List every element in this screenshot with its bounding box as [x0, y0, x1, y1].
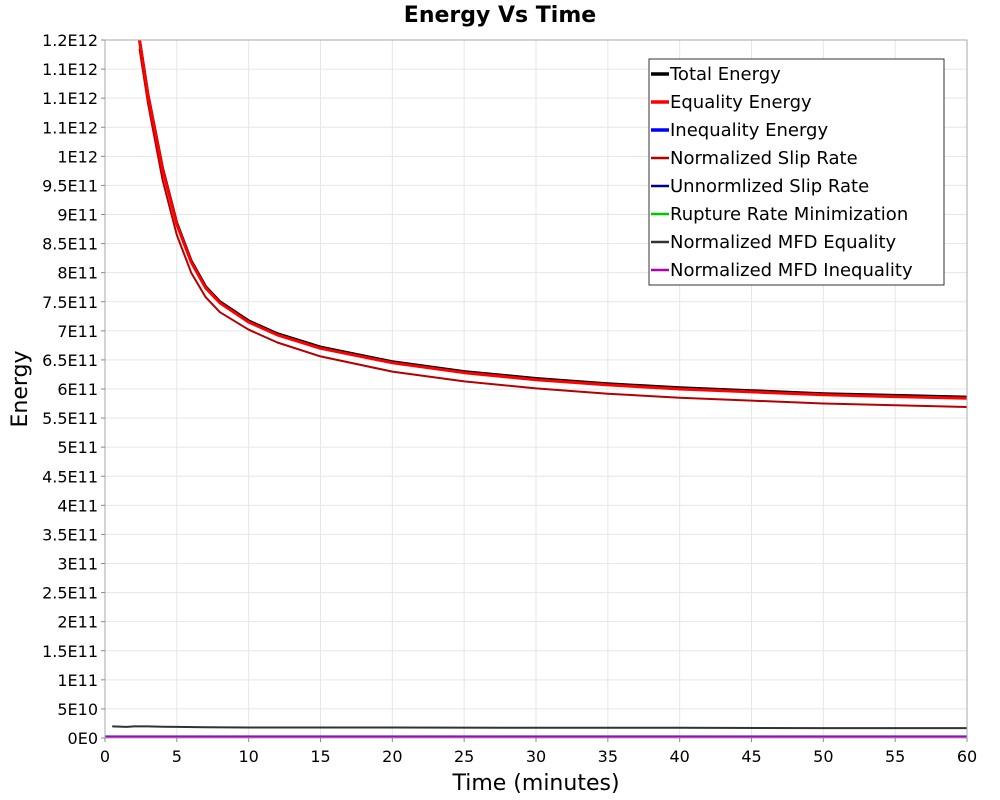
legend-box: [648, 58, 945, 286]
x-tick-label: 40: [669, 747, 689, 766]
y-tick-label: 7E11: [57, 322, 98, 341]
x-tick-label: 35: [598, 747, 618, 766]
x-tick-label: 55: [885, 747, 905, 766]
y-tick-label: 5E11: [57, 438, 98, 457]
y-tick-label: 7.5E11: [42, 293, 98, 312]
y-tick-label: 1.1E12: [42, 118, 98, 137]
chart-title: Energy Vs Time: [404, 3, 596, 28]
y-tick-label: 4E11: [57, 496, 98, 515]
y-tick-label: 4.5E11: [42, 467, 98, 486]
y-tick-label: 0E0: [68, 729, 98, 748]
legend-label: Rupture Rate Minimization: [670, 204, 908, 225]
y-tick-label: 5E10: [57, 700, 98, 719]
legend-label: Normalized MFD Equality: [670, 232, 897, 253]
legend-label: Total Energy: [669, 64, 781, 85]
x-tick-label: 30: [526, 747, 546, 766]
y-tick-label: 9E11: [57, 206, 98, 225]
y-axis: 0E0 5E10 1E11 1.5E11 2E11 2.5E11 3E11 3.5E11 4E1…: [42, 31, 105, 748]
x-tick-label: 20: [382, 747, 402, 766]
y-tick-label: 8E11: [57, 264, 98, 283]
y-tick-label: 9.5E11: [42, 176, 98, 195]
y-tick-label: 6.5E11: [42, 351, 98, 370]
x-tick-label: 5: [172, 747, 182, 766]
y-tick-label: 2E11: [57, 613, 98, 632]
y-tick-label: 1E11: [57, 671, 98, 690]
series-line: [138, 48, 967, 408]
y-tick-label: 5.5E11: [42, 409, 98, 428]
series-line: [138, 40, 967, 400]
legend-label: Normalized MFD Inequality: [670, 260, 913, 281]
y-tick-label: 1.1E12: [42, 89, 98, 108]
legend-label: Equality Energy: [670, 92, 812, 113]
legend-label: Inequality Energy: [670, 120, 828, 141]
y-tick-label: 6E11: [57, 380, 98, 399]
x-tick-label: 10: [238, 747, 258, 766]
y-tick-label: 1.5E11: [42, 642, 98, 661]
x-axis: 0 5 10 15 20 25 30 35 40 45 50 55 60: [100, 738, 977, 766]
y-tick-label: 1.2E12: [42, 31, 98, 50]
x-tick-label: 60: [957, 747, 977, 766]
legend-label: Unnormlized Slip Rate: [670, 176, 869, 197]
x-tick-label: 15: [310, 747, 330, 766]
series-line: [112, 725, 967, 730]
y-tick-label: 3.5E11: [42, 525, 98, 544]
y-tick-label: 8.5E11: [42, 235, 98, 254]
x-tick-label: 25: [454, 747, 474, 766]
x-axis-label: Time (minutes): [451, 771, 619, 796]
legend: Total Energy Equality Energy Inequality En…: [648, 58, 945, 286]
y-tick-label: 3E11: [57, 555, 98, 574]
plot-area: [105, 40, 967, 738]
y-axis-label: Energy: [8, 350, 33, 427]
y-tick-label: 1.1E12: [42, 60, 98, 79]
y-tick-label: 1E12: [57, 147, 98, 166]
x-tick-label: 0: [100, 747, 110, 766]
x-tick-label: 45: [741, 747, 761, 766]
legend-label: Normalized Slip Rate: [670, 148, 858, 169]
y-tick-label: 2.5E11: [42, 584, 98, 603]
x-tick-label: 50: [813, 747, 833, 766]
